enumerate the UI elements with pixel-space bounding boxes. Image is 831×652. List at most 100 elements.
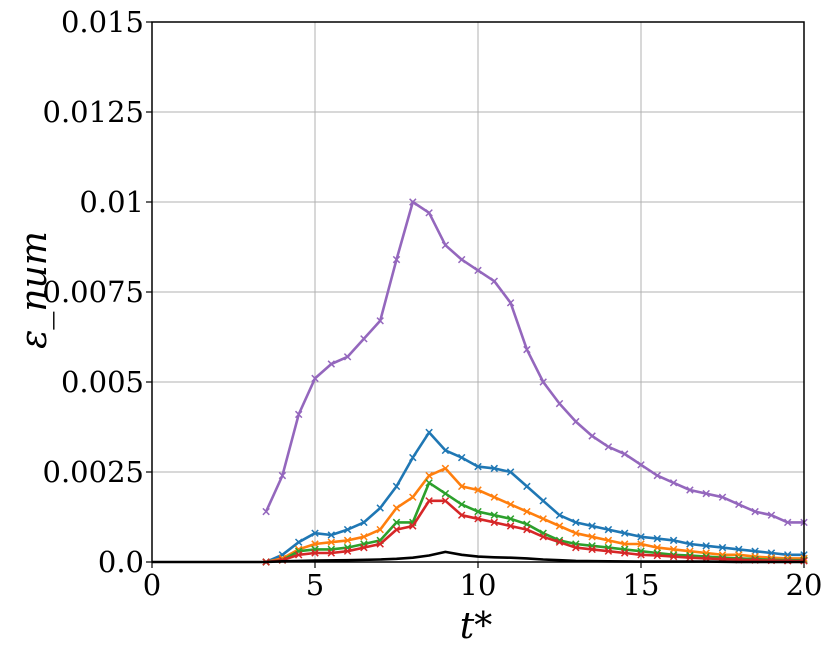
data-point-marker [376, 317, 384, 325]
data-point-marker [539, 515, 547, 523]
series-line [265, 499, 804, 564]
data-point-marker [392, 255, 401, 264]
data-point-marker [490, 277, 499, 285]
data-point-marker [637, 533, 645, 541]
data-point-marker [441, 464, 450, 473]
data-point-marker [588, 522, 596, 530]
data-point-marker [343, 547, 352, 555]
data-point-marker [735, 500, 743, 509]
data-point-marker [604, 536, 613, 545]
x-tick-label: 5 [306, 568, 324, 602]
series-0 [262, 198, 808, 527]
data-point-marker [506, 468, 515, 476]
data-point-marker [490, 464, 499, 473]
data-point-marker [457, 500, 466, 509]
data-point-marker [653, 551, 662, 560]
series-line [265, 431, 804, 564]
data-point-marker [392, 525, 401, 534]
data-point-marker [588, 545, 596, 554]
data-point-marker [555, 511, 564, 519]
data-point-marker [523, 520, 531, 528]
data-point-marker [457, 482, 466, 491]
data-point-marker [702, 489, 710, 498]
series-layer [152, 198, 808, 566]
data-point-marker [409, 522, 417, 530]
data-point-marker [474, 486, 482, 494]
data-point-marker [409, 493, 417, 501]
data-point-marker [327, 538, 336, 546]
data-point-marker [360, 543, 368, 552]
data-point-marker [653, 543, 662, 552]
data-point-marker [751, 507, 759, 516]
y-tick-label: 0.01 [79, 185, 144, 219]
data-point-marker [686, 540, 694, 548]
data-point-marker [457, 255, 466, 264]
x-tick-label: 20 [786, 568, 823, 602]
data-point-marker [506, 500, 515, 509]
data-point-marker [360, 335, 368, 343]
data-point-marker [343, 353, 352, 361]
series-4 [262, 497, 808, 566]
data-point-marker [425, 471, 433, 480]
data-point-marker [572, 417, 580, 426]
data-point-marker [506, 522, 515, 530]
y-tick-label: 0.0125 [43, 95, 144, 129]
data-point-marker [669, 479, 678, 487]
data-point-marker [376, 504, 384, 512]
data-point-marker [637, 461, 645, 469]
data-point-marker [539, 378, 547, 386]
data-point-marker [327, 360, 336, 368]
data-point-marker [620, 549, 629, 557]
data-point-marker [686, 486, 694, 494]
data-point-marker [311, 529, 319, 537]
data-point-marker [620, 450, 629, 458]
data-point-marker [409, 198, 417, 206]
data-point-marker [457, 511, 466, 519]
data-point-marker [343, 536, 352, 545]
data-point-marker [278, 471, 287, 480]
data-point-marker [588, 432, 596, 440]
data-point-marker [620, 540, 629, 548]
data-point-marker [539, 533, 547, 541]
y-tick-label: 0.005 [61, 365, 144, 399]
data-point-marker [523, 507, 531, 516]
data-point-marker [490, 511, 499, 519]
data-point-marker [392, 518, 401, 527]
data-point-marker [376, 540, 384, 548]
data-point-marker [474, 266, 482, 275]
data-point-marker [506, 299, 515, 307]
data-point-marker [311, 549, 319, 557]
data-point-marker [555, 538, 564, 546]
x-tick-label: 0 [143, 568, 161, 602]
data-point-marker [294, 410, 303, 419]
data-point-marker [572, 543, 580, 552]
data-point-marker [506, 515, 515, 523]
data-point-marker [572, 529, 580, 537]
data-point-marker [539, 497, 547, 505]
data-point-marker [653, 534, 662, 543]
data-point-marker [360, 518, 368, 527]
data-point-marker [604, 525, 613, 534]
series-line [265, 467, 804, 564]
data-point-marker [490, 518, 499, 527]
data-point-marker [425, 497, 433, 505]
data-point-marker [343, 525, 352, 534]
data-point-marker [425, 479, 433, 487]
y-tick-label: 0.0075 [43, 275, 144, 309]
data-point-marker [262, 507, 270, 516]
data-point-marker [669, 552, 678, 561]
data-point-marker [490, 493, 499, 501]
data-point-marker [327, 531, 336, 539]
data-point-marker [555, 399, 564, 408]
data-point-marker [441, 489, 450, 498]
data-point-marker [294, 538, 303, 546]
data-point-marker [474, 507, 482, 516]
data-point-marker [588, 533, 596, 541]
data-point-marker [392, 482, 401, 491]
series-line [265, 481, 804, 564]
x-axis-label: t* [460, 606, 492, 647]
data-point-marker [311, 540, 319, 548]
data-point-marker [604, 443, 613, 451]
data-point-marker [441, 241, 450, 249]
